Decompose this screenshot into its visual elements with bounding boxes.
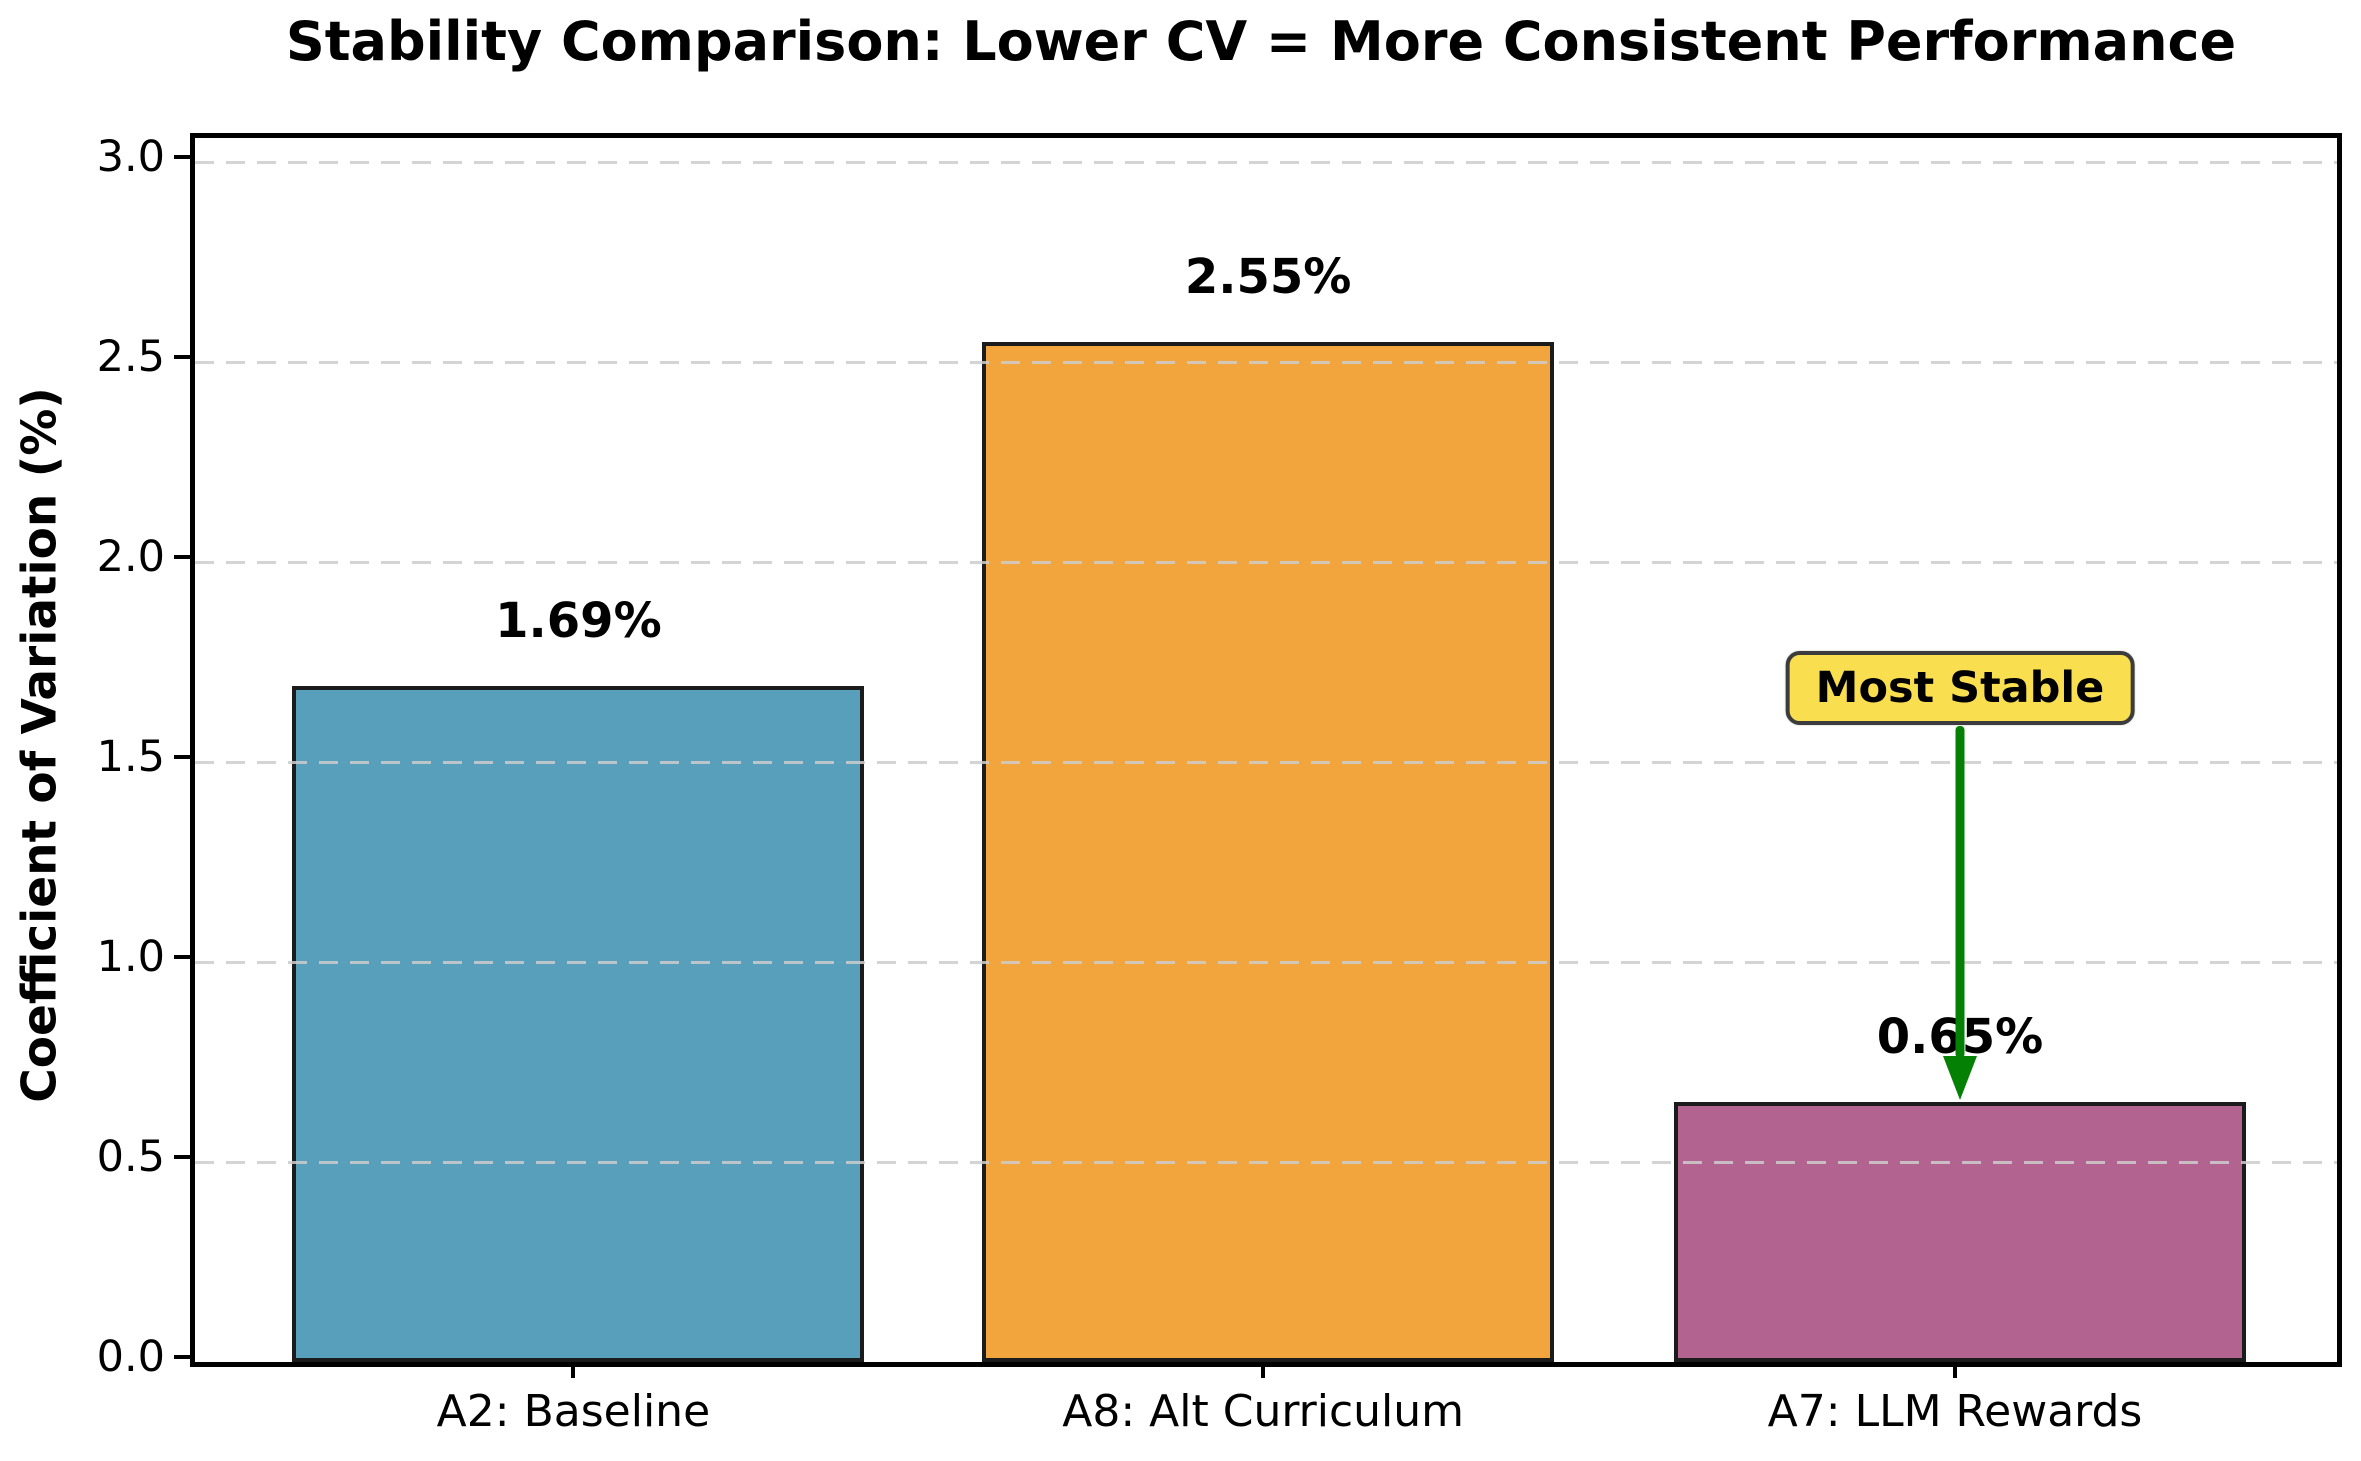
y-tick-label: 0.5 <box>96 1132 165 1182</box>
y-tick-mark <box>174 355 190 359</box>
y-tick-label: 1.0 <box>96 932 165 982</box>
y-tick-label: 0.0 <box>96 1332 165 1382</box>
arrow-down-head-icon <box>1943 1056 1977 1100</box>
x-tick-mark <box>1953 1362 1957 1378</box>
annotation-callout: Most Stable <box>1785 651 2135 725</box>
x-tick-mark <box>1261 1362 1266 1378</box>
y-tick-label: 3.0 <box>96 132 165 182</box>
gridline-y-2 <box>195 561 2337 564</box>
bar-a7 <box>1674 1102 2246 1362</box>
gridline-y-0.5 <box>195 1161 2337 1164</box>
plot-area: Most Stable 1.69%2.55%0.65% <box>190 133 2342 1367</box>
gridline-y-2.5 <box>195 361 2337 364</box>
y-tick-mark <box>174 1355 190 1359</box>
x-tick-label-a7: A7: LLM Rewards <box>1767 1386 2143 1437</box>
x-tick-mark <box>571 1362 576 1378</box>
y-tick-mark <box>174 955 190 959</box>
x-tick-label-a8: A8: Alt Curriculum <box>1062 1386 1465 1437</box>
arrow-down-stem <box>1955 726 1965 1058</box>
x-tick-label-a2: A2: Baseline <box>436 1386 711 1437</box>
chart-title: Stability Comparison: Lower CV = More Co… <box>285 10 2237 73</box>
y-tick-mark <box>174 155 190 159</box>
gridline-y-3 <box>195 161 2337 164</box>
gridline-y-1.5 <box>195 761 2337 764</box>
y-tick-mark <box>174 555 190 559</box>
y-tick-mark <box>174 1155 190 1159</box>
bar-a2 <box>292 686 865 1362</box>
y-tick-label: 1.5 <box>96 732 165 782</box>
bar-value-label: 1.69% <box>495 593 662 649</box>
bar-a8 <box>982 342 1555 1362</box>
y-tick-label: 2.5 <box>96 332 165 382</box>
y-tick-mark <box>174 755 190 759</box>
y-tick-label: 2.0 <box>96 532 165 582</box>
gridline-y-1 <box>195 961 2337 964</box>
bar-value-label: 2.55% <box>1184 249 1352 305</box>
